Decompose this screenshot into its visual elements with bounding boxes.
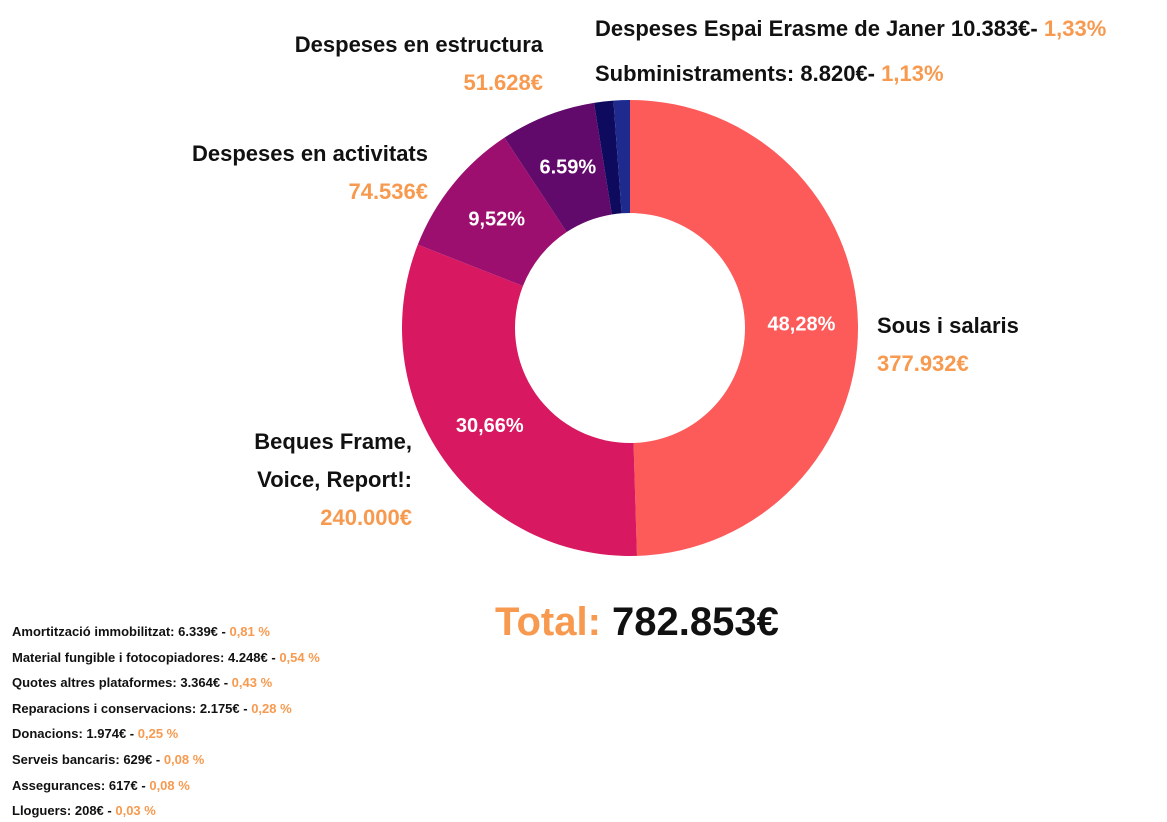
amount-label: 51.628€ <box>463 70 543 95</box>
slice <box>613 100 630 214</box>
expense-amount: 6.339€ - <box>178 624 226 639</box>
expense-percent: 0,08 % <box>149 777 190 793</box>
expense-amount: 208€ - <box>74 803 112 819</box>
expense-amount: 3.364€ - <box>180 675 229 691</box>
callout: Beques Frame, Voice, Report!: 240.000€ <box>212 423 412 537</box>
total-value: 782.853€ <box>612 600 779 644</box>
slice-percent: 30,66% <box>456 415 524 437</box>
expense-percent: 0,28 % <box>251 700 292 716</box>
slice <box>630 100 858 556</box>
category-label: Despeses en activitats <box>191 141 428 166</box>
category-label: Despeses Espai Erasme de Janer <box>595 16 945 41</box>
expense-percent: 0,43 % <box>231 675 273 691</box>
expense-amount: 2.175€ - <box>199 700 248 716</box>
expense-row: Amortització immobilitzat: 6.339€ - 0,81… <box>12 624 270 639</box>
expense-name: Amortització immobilitzat: <box>12 624 175 639</box>
expense-name: Donacions: <box>12 726 83 742</box>
total-label: Total: <box>495 600 601 644</box>
slice-percent: 48,28% <box>768 314 836 336</box>
expense-name: Quotes altres plataformes: <box>12 675 177 691</box>
category-label: Sous i salaris <box>877 313 1019 338</box>
slice-percent: 9,52% <box>468 208 525 230</box>
amount-label: 10.383€- <box>950 16 1038 41</box>
expense-name: Serveis bancaris: <box>12 752 120 767</box>
expense-percent: 0,25 % <box>137 726 179 742</box>
expense-percent: 0,08 % <box>163 752 205 767</box>
callout: Sous i salaris 377.932€ <box>877 307 1019 383</box>
expense-percent: 0,54 % <box>279 649 320 665</box>
expense-row: Serveis bancaris: 629€ - 0,08 % <box>12 752 204 767</box>
category-label: Subministraments: <box>595 61 795 86</box>
slice <box>417 137 567 286</box>
callout: Despeses en estructura 51.628€ <box>295 26 543 102</box>
expense-row: Donacions: 1.974€ - 0,25 % <box>12 726 178 741</box>
expense-row: Material fungible i fotocopiadores: 4.24… <box>12 650 320 665</box>
expense-percent: 0,81 % <box>229 624 270 639</box>
expense-percent: 0,03 % <box>115 803 156 819</box>
expense-amount: 4.248€ - <box>227 649 276 665</box>
amount-label: 377.932€ <box>877 351 969 376</box>
expense-amount: 1.974€ - <box>86 726 135 742</box>
category-label: Beques Frame, Voice, Report!: <box>254 429 412 492</box>
callout: Despeses en activitats 74.536€ <box>192 135 428 211</box>
total: Total: 782.853€ <box>495 594 779 650</box>
expense-name: Material fungible i fotocopiadores: <box>12 649 225 665</box>
expense-row: Assegurances: 617€ - 0,08 % <box>12 778 190 793</box>
slice <box>594 100 622 215</box>
expense-row: Quotes altres plataformes: 3.364€ - 0,43… <box>12 675 272 690</box>
callout: Subministraments: 8.820€- 1,13% <box>595 55 944 93</box>
expense-amount: 617€ - <box>108 777 146 793</box>
expense-row: Reparacions i conservacions: 2.175€ - 0,… <box>12 701 292 716</box>
amount-label: 74.536€ <box>348 179 428 204</box>
slice-percent: 6.59% <box>539 156 596 178</box>
amount-label: 8.820€- <box>800 61 876 86</box>
slice <box>402 244 637 556</box>
expense-row: Lloguers: 208€ - 0,03 % <box>12 803 156 818</box>
slice <box>504 102 612 233</box>
percent-label: 1,33% <box>1043 16 1107 41</box>
expense-amount: 629€ - <box>123 752 161 767</box>
expense-name: Reparacions i conservacions: <box>12 700 197 716</box>
callout: Despeses Espai Erasme de Janer 10.383€- … <box>595 10 1106 48</box>
category-label: Despeses en estructura <box>294 32 543 57</box>
expense-name: Assegurances: <box>12 777 106 793</box>
amount-label: 240.000€ <box>320 505 412 530</box>
expense-name: Lloguers: <box>12 803 72 819</box>
percent-label: 1,13% <box>881 61 944 86</box>
